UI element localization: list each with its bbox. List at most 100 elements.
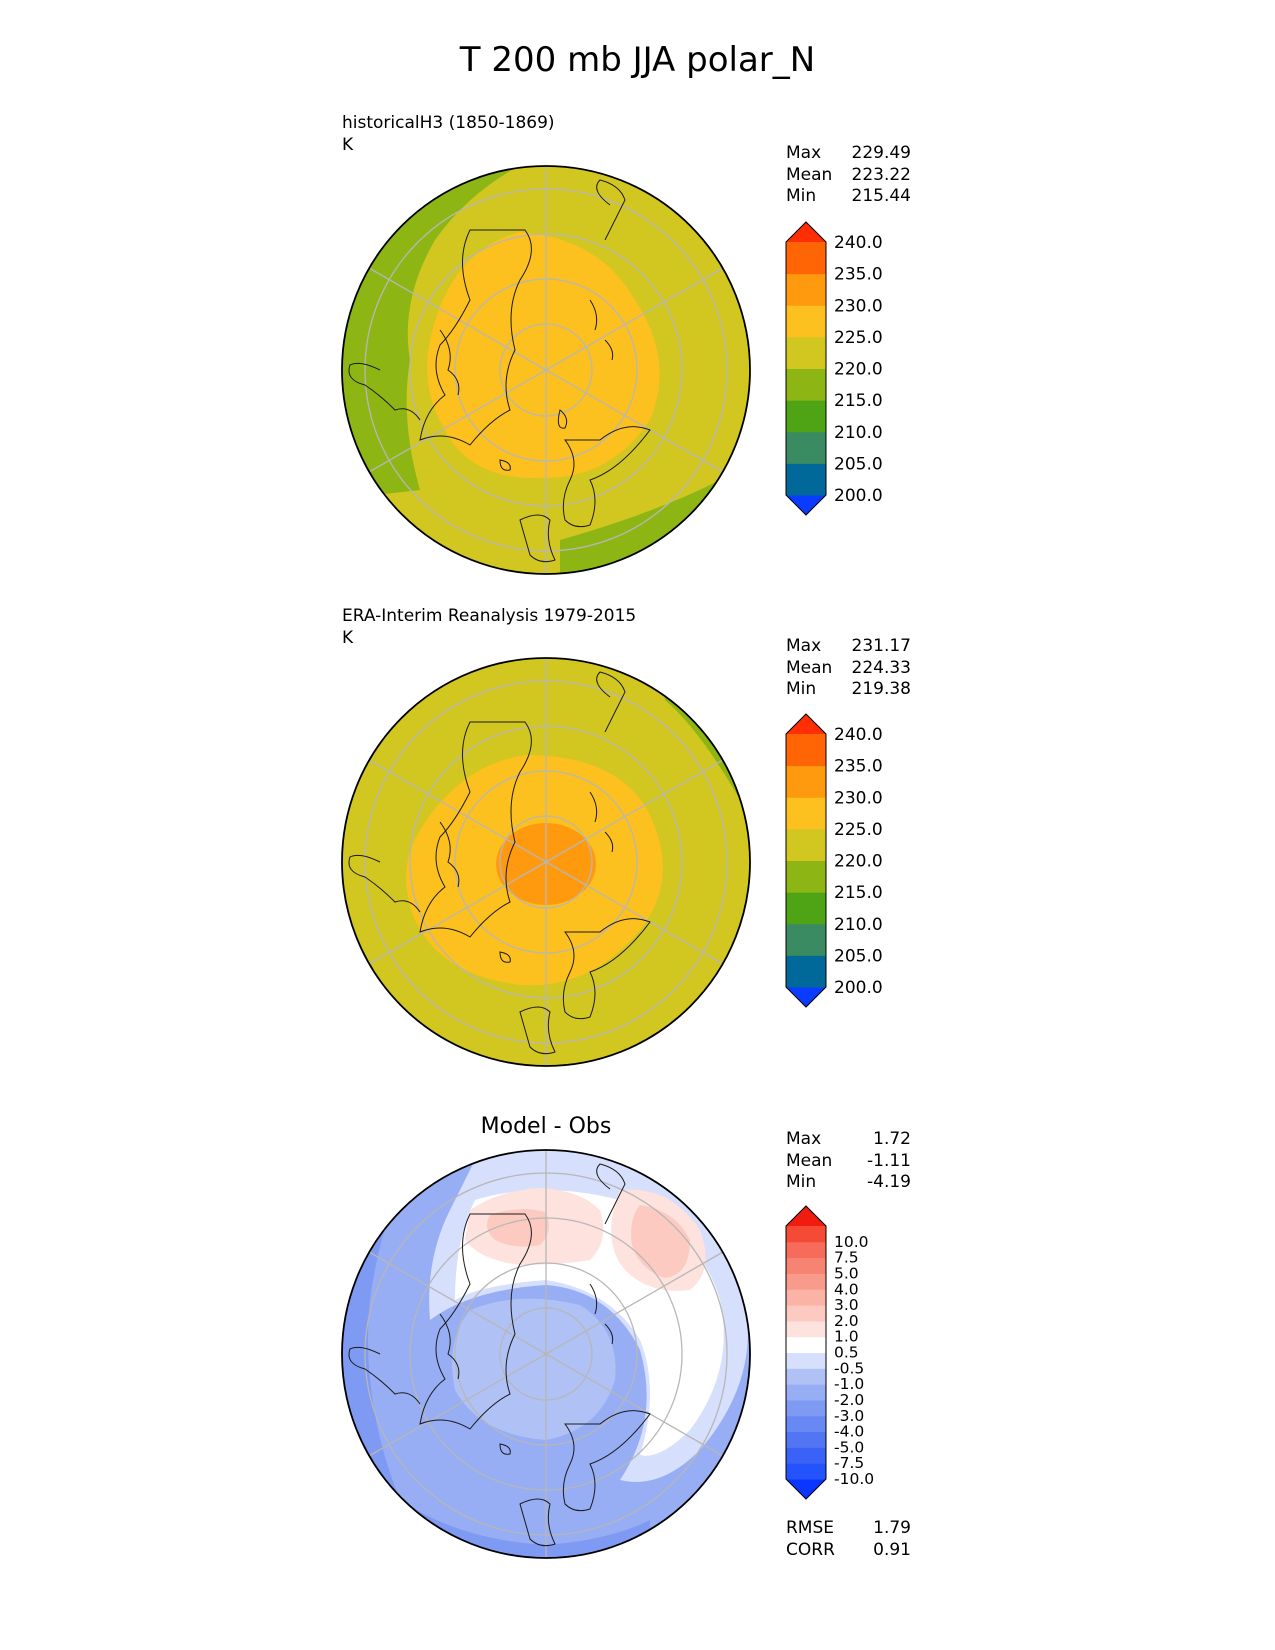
graticule — [364, 658, 728, 1066]
stat-value: 229.49 — [851, 143, 911, 163]
colorbar-extend-bottom — [786, 495, 826, 515]
colorbar-segment — [786, 400, 826, 433]
colorbar-tick-label: 220.0 — [834, 360, 883, 380]
map-boundary — [341, 165, 751, 575]
colorbar-extend-top — [786, 1206, 826, 1226]
colorbar-tick-label: 1.0 — [834, 1328, 859, 1346]
coastlines — [348, 179, 651, 563]
colorbar-tick-label: -1.0 — [834, 1375, 864, 1393]
colorbar-tick-label: 215.0 — [834, 391, 883, 411]
colorbar-tick-label: 210.0 — [834, 915, 883, 935]
stat-value: 231.17 — [851, 636, 911, 656]
colorbar-extend-bottom — [786, 1479, 826, 1499]
panel2-title: ERA-Interim Reanalysis 1979-2015 — [342, 606, 637, 626]
colorbar-extend-top — [786, 222, 826, 242]
stat-value: -1.11 — [867, 1150, 911, 1171]
graticule — [364, 166, 728, 574]
stat-value: 219.38 — [851, 679, 911, 699]
colorbar-tick-label: 235.0 — [834, 265, 883, 285]
zone-1-2 — [631, 1205, 690, 1278]
colorbar-segment — [786, 368, 826, 401]
colorbar-tick-label: 10.0 — [834, 1233, 869, 1251]
colorbar-tick-label: 235.0 — [834, 757, 883, 777]
colorbar-segment — [786, 273, 826, 306]
stat-label: Mean — [786, 1150, 833, 1171]
colorbar-tick-label: 3.0 — [834, 1296, 859, 1314]
stat-label: Min — [786, 679, 817, 699]
colorbar-segment — [786, 1384, 826, 1401]
stat-value: 224.33 — [851, 657, 911, 678]
colorbar-outline — [785, 221, 827, 516]
colorbar-segment — [786, 955, 826, 988]
panel3-stats: Max 1.72 Mean -1.11 Min -4.19 — [786, 1129, 911, 1194]
panel1-stats: Max 229.49 Mean 223.22 Min 215.44 — [786, 143, 911, 208]
colorbar-tick-label: 200.0 — [834, 978, 883, 998]
zone-225-230 — [427, 232, 660, 479]
colorbar-outline — [785, 713, 827, 1008]
stat-label: Min — [786, 1172, 817, 1192]
colorbar-segment — [786, 860, 826, 893]
coastlines — [348, 671, 651, 1055]
colorbar-segment — [786, 1431, 826, 1448]
panel3-title: Model - Obs — [480, 1114, 612, 1139]
map-boundary — [341, 657, 751, 1067]
graticule — [364, 1150, 728, 1558]
panel3-metrics: RMSE 1.79 CORR 0.91 — [786, 1518, 911, 1561]
metric-label: CORR — [786, 1539, 835, 1560]
map-boundary — [341, 1149, 751, 1559]
colorbar-tick-label: -2.0 — [834, 1391, 864, 1409]
colorbar-segment — [786, 892, 826, 925]
stat-value: -4.19 — [867, 1172, 911, 1192]
colorbar-segment — [786, 1320, 826, 1338]
colorbar-tick-label: 205.0 — [834, 946, 883, 966]
colorbar-segment — [786, 1336, 826, 1353]
stat-label: Min — [786, 186, 817, 206]
figure-title: T 200 mb JJA polar_N — [459, 40, 816, 80]
colorbar-segment — [786, 1305, 826, 1322]
colorbar-extend-bottom — [786, 987, 826, 1007]
colorbar-segment — [786, 1241, 826, 1259]
colorbar-segment — [786, 336, 826, 369]
metric-label: RMSE — [786, 1518, 835, 1538]
stat-value: 1.72 — [873, 1129, 911, 1149]
panel2-stats: Max 231.17 Mean 224.33 Min 219.38 — [786, 636, 911, 701]
colorbar-tick-label: 0.5 — [834, 1344, 859, 1362]
stat-label: Max — [786, 143, 822, 163]
colorbar-tick-label: 7.5 — [834, 1249, 859, 1267]
colorbar-segment — [786, 1415, 826, 1433]
colorbar-tick-label: 225.0 — [834, 328, 883, 348]
colorbar-tick-label: 220.0 — [834, 852, 883, 872]
colorbar-tick-label: 230.0 — [834, 788, 883, 808]
colorbar-tick-label: -4.0 — [834, 1423, 864, 1441]
colorbar-tick-label: -10.0 — [834, 1470, 874, 1488]
colorbar-segment — [786, 242, 826, 275]
colorbar-segment — [786, 734, 826, 767]
colorbar-tick-label: 215.0 — [834, 883, 883, 903]
metric-value: 1.79 — [873, 1518, 911, 1538]
stat-label: Max — [786, 1129, 822, 1149]
colorbar-segment — [786, 1226, 826, 1243]
metric-value: 0.91 — [873, 1539, 911, 1560]
colorbar-segment — [786, 463, 826, 496]
colorbar-tick-label: -3.0 — [834, 1407, 864, 1425]
colorbar-tick-label: 225.0 — [834, 820, 883, 840]
panel2-units: K — [342, 628, 354, 648]
colorbar-tick-label: 210.0 — [834, 423, 883, 443]
colorbar-tick-label: 2.0 — [834, 1312, 859, 1330]
colorbar-tick-label: 200.0 — [834, 486, 883, 506]
colorbar-segment — [786, 1447, 826, 1464]
colorbar-segment — [786, 305, 826, 338]
panel1-units: K — [342, 135, 354, 155]
panel1-title: historicalH3 (1850-1869) — [342, 113, 555, 133]
colorbar-segment — [786, 1352, 826, 1369]
colorbar-segment — [786, 1289, 826, 1306]
colorbar-tick-label: 230.0 — [834, 296, 883, 316]
colorbar-segment — [786, 797, 826, 830]
colorbar-extend-top — [786, 714, 826, 734]
colorbar-tick-label: 240.0 — [834, 233, 883, 253]
colorbar-segment — [786, 431, 826, 464]
